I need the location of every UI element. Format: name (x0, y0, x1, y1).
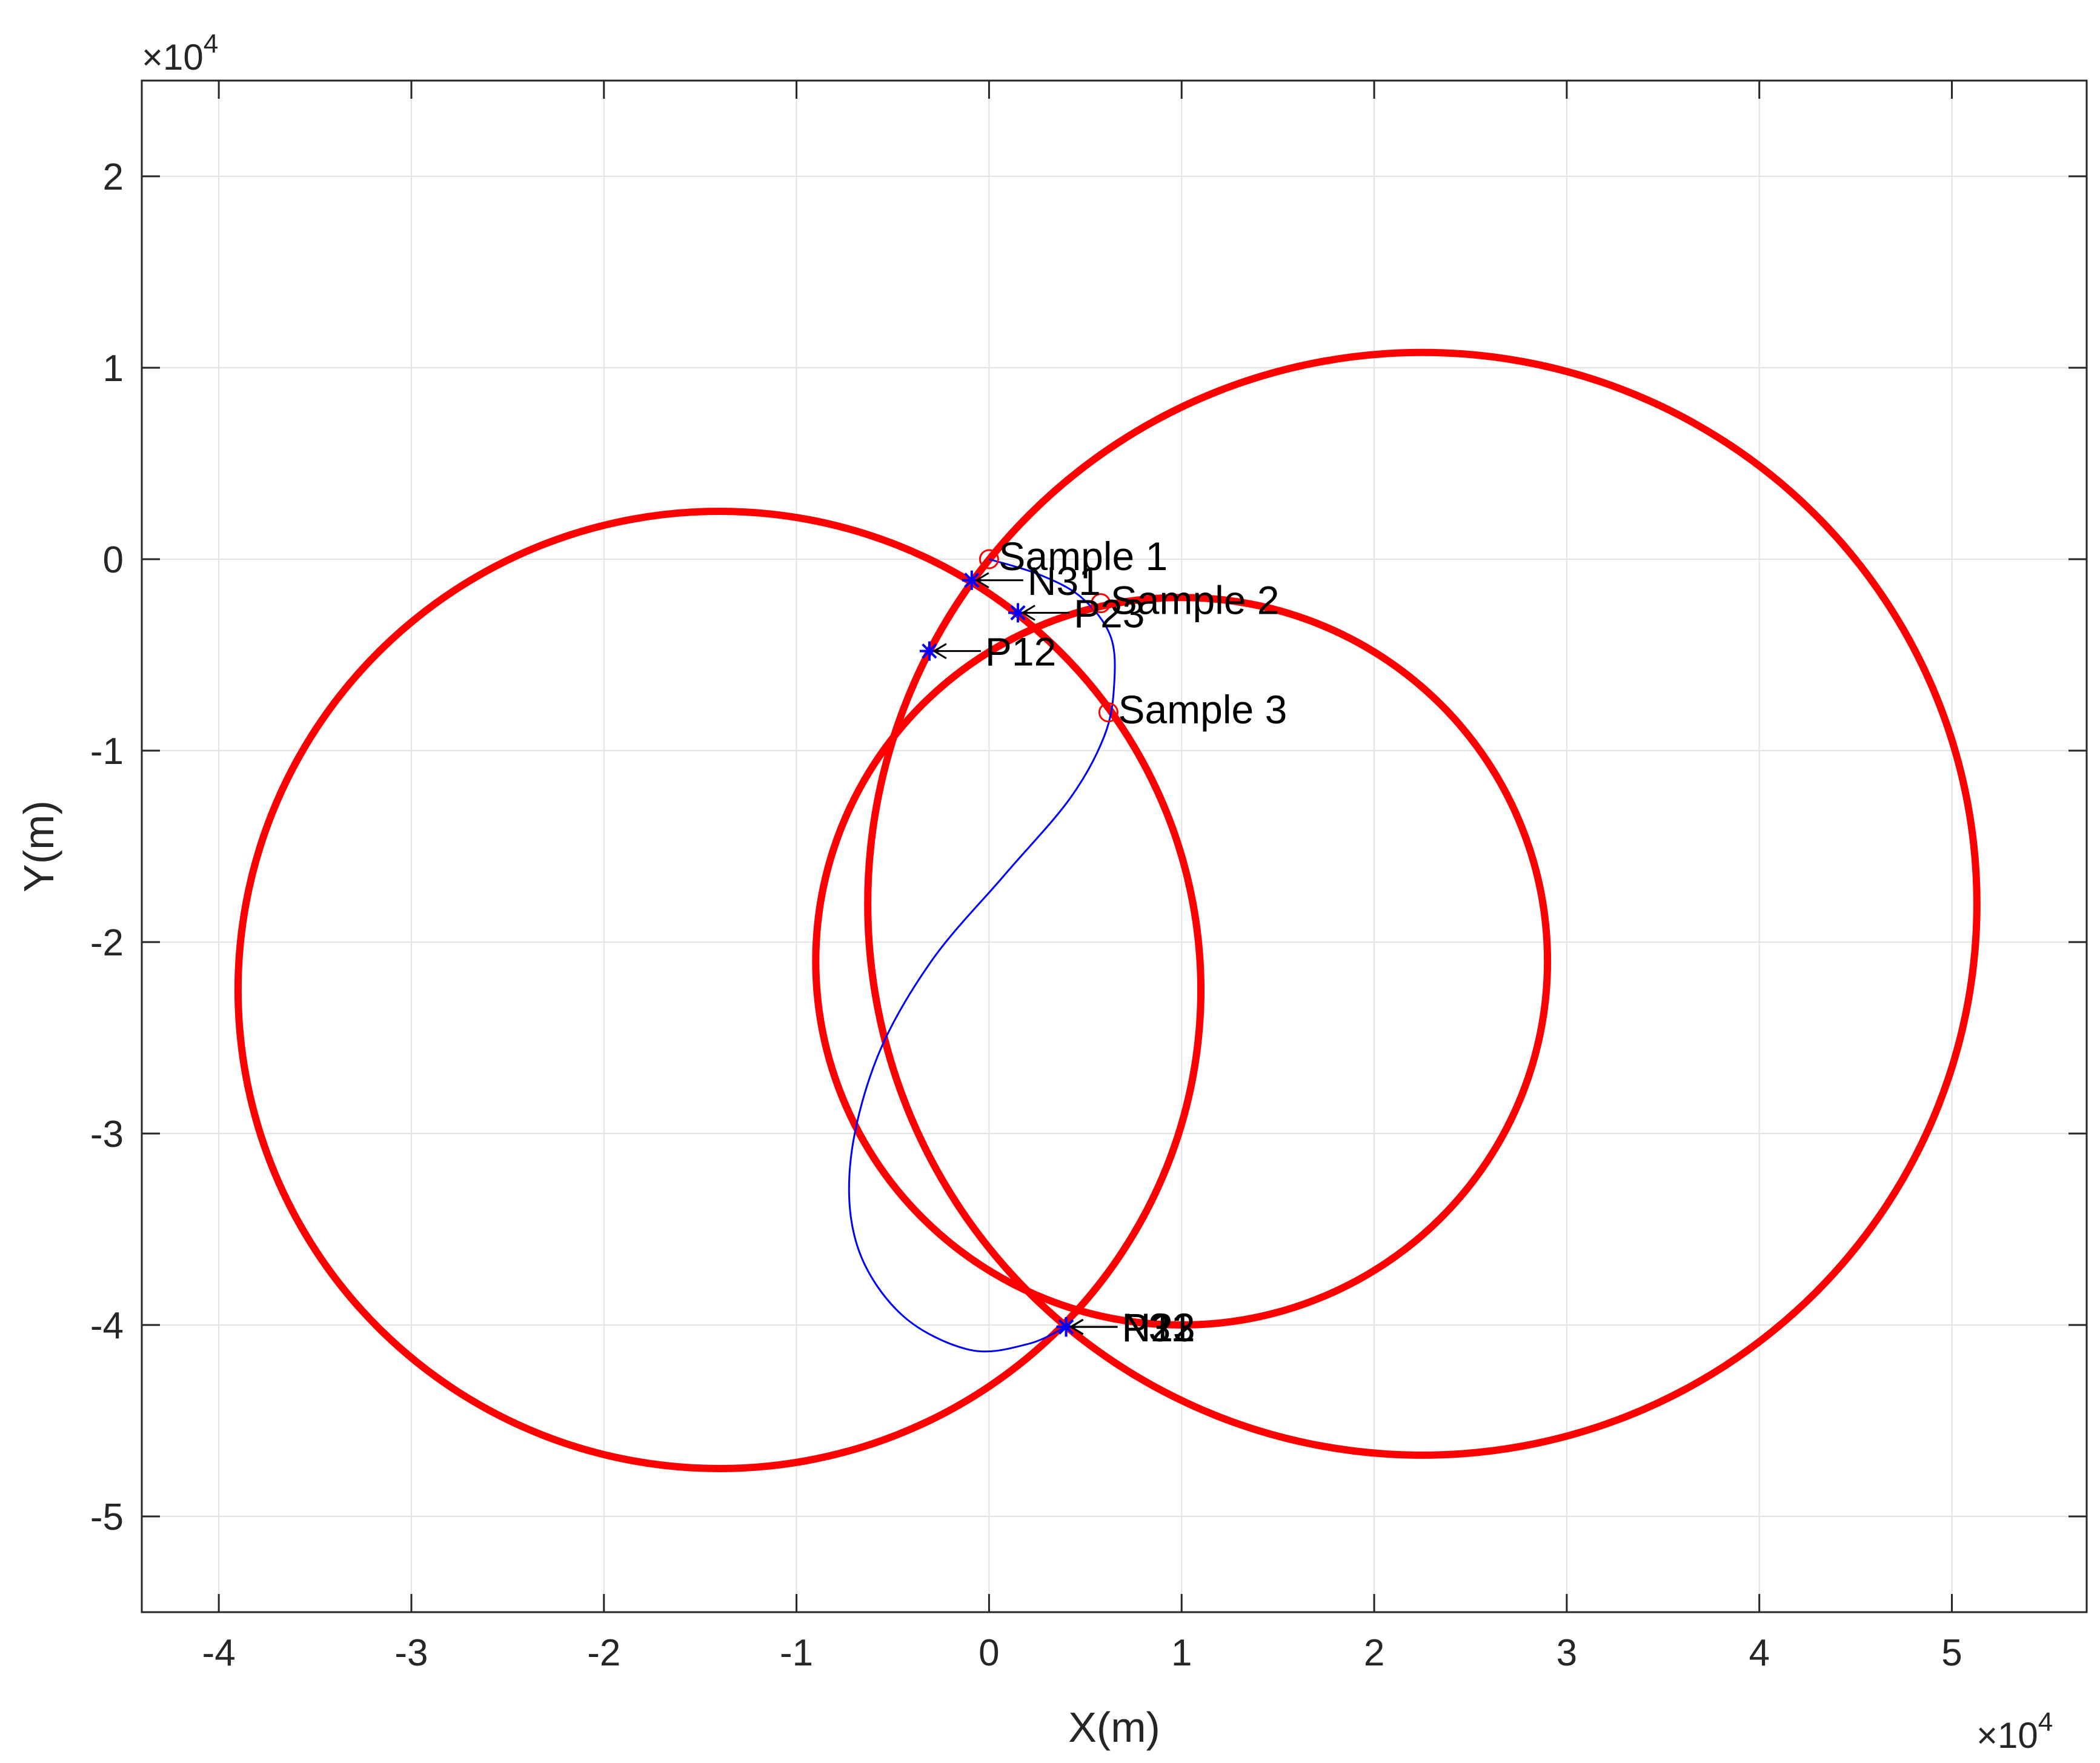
trajectory-curve (848, 558, 1116, 1353)
x-tick-label: -1 (780, 1632, 813, 1674)
intersection-label: N31 (1028, 559, 1101, 603)
y-tick-label: -5 (90, 1496, 124, 1538)
x-tick-label: 0 (979, 1632, 999, 1674)
x-multiplier-exponent: 4 (2038, 1707, 2053, 1737)
sample-label: Sample 1 (998, 534, 1168, 579)
red-circle (234, 508, 1205, 1472)
x-tick-label: 2 (1364, 1632, 1384, 1674)
intersection-label: P31 (1122, 1305, 1193, 1350)
y-tick-label: -2 (90, 922, 124, 964)
grid-lines (142, 81, 2087, 1612)
annotation-arrow-head (932, 643, 947, 659)
intersection-marker (964, 573, 980, 588)
annotation-arrow-head (1069, 1318, 1084, 1335)
annotation-arrow-head (1021, 605, 1035, 621)
x-tick-label: 3 (1557, 1632, 1577, 1674)
y-axis-label: Y(m) (15, 800, 62, 892)
y-tick-label: 2 (103, 156, 124, 198)
intersection-marker (1058, 1319, 1074, 1335)
red-circle (812, 594, 1552, 1329)
x-tick-label: 5 (1941, 1632, 1962, 1674)
intersection-label: N12 (1122, 1305, 1195, 1350)
sample-marker (1098, 702, 1118, 723)
intersection-marker (1010, 605, 1026, 621)
y-tick-label: 0 (103, 539, 124, 581)
y-tick-label: -1 (90, 731, 124, 772)
x-tick-label: 4 (1749, 1632, 1769, 1674)
intersection-marker (922, 643, 937, 659)
trajectory-layer (848, 558, 1116, 1353)
x-axis-label: X(m) (1068, 1704, 1160, 1751)
sample-label: Sample 2 (1111, 578, 1280, 623)
y-tick-label: -4 (90, 1305, 124, 1347)
red-circle (864, 348, 1981, 1459)
x-tick-label: -3 (394, 1632, 428, 1674)
annotation-arrow-head (974, 572, 989, 589)
intersection-label: P12 (985, 629, 1056, 674)
x-multiplier-label: ×104 (1976, 1707, 2053, 1756)
y-multiplier-label: ×104 (142, 29, 218, 78)
sample-label: Sample 3 (1118, 687, 1287, 732)
sample-marker (1091, 593, 1111, 614)
axes-frame (141, 79, 2088, 1613)
x-tick-label: 1 (1171, 1632, 1192, 1674)
plot-area (142, 81, 2087, 1612)
sample-marker (979, 549, 999, 569)
x-tick-label: -2 (587, 1632, 620, 1674)
intersection-label: P23 (1074, 591, 1145, 636)
ticks-layer: -4 -3 -2 -1 0 1 2 3 4 5 -5 -4 -3 -2 -1 0 1 2 (90, 81, 2087, 1674)
x-multiplier-base: ×10 (1976, 1715, 2038, 1756)
x-tick-label: -4 (202, 1632, 236, 1674)
intersection-label: N23 (1122, 1305, 1195, 1350)
y-tick-label: -3 (90, 1114, 124, 1155)
circles-layer (234, 348, 1981, 1472)
y-multiplier-base: ×10 (142, 37, 204, 78)
y-multiplier-exponent: 4 (204, 29, 218, 59)
y-tick-label: 1 (103, 348, 124, 390)
